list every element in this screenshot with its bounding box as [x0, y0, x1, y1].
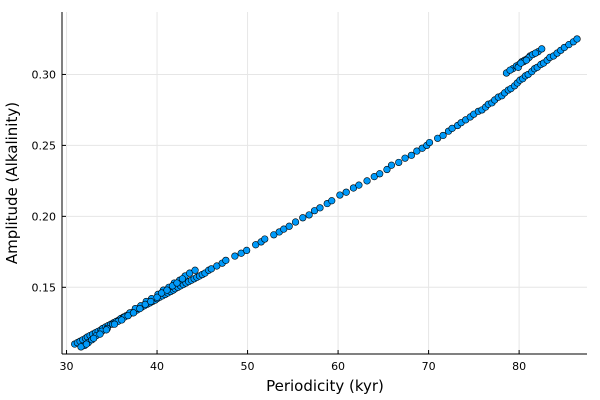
data-point [506, 66, 514, 74]
data-point [82, 340, 91, 348]
data-point [401, 154, 409, 162]
data-point [425, 138, 434, 147]
points [71, 35, 581, 351]
x-tick-label: 60 [331, 360, 345, 373]
data-point [118, 316, 126, 324]
data-point [439, 131, 447, 140]
x-axis-title: Periodicity (kyr) [266, 377, 384, 395]
data-point [342, 188, 350, 196]
data-point [231, 252, 239, 260]
y-axis-title: Amplitude (Alkalinity) [3, 102, 21, 264]
data-point [173, 279, 181, 287]
y-tick-label: 0.25 [32, 139, 57, 152]
data-point [222, 256, 230, 264]
data-point [261, 235, 269, 243]
data-point [90, 334, 98, 342]
data-point [96, 330, 104, 338]
data-point [355, 181, 363, 189]
data-point [102, 326, 110, 334]
data-point [305, 211, 313, 219]
axes [61, 12, 587, 355]
data-point [291, 218, 300, 226]
data-point [328, 197, 336, 205]
data-point [163, 286, 171, 294]
data-point [153, 293, 161, 301]
x-tick-label: 50 [241, 360, 255, 373]
data-point [407, 151, 415, 159]
y-tick-label: 0.30 [32, 68, 57, 81]
data-point [363, 177, 371, 185]
x-tick-label: 30 [60, 360, 74, 373]
data-point [191, 266, 199, 274]
data-point [129, 309, 138, 317]
data-point [573, 35, 581, 43]
data-point [316, 204, 324, 212]
data-point [395, 158, 403, 167]
data-point [299, 214, 307, 222]
x-tick-label: 80 [512, 360, 526, 373]
data-point [538, 45, 546, 53]
data-point [136, 304, 144, 313]
y-tick-label: 0.20 [32, 210, 57, 223]
data-point [178, 275, 186, 283]
data-point [376, 170, 384, 178]
data-point [285, 222, 293, 230]
data-point [531, 49, 540, 57]
y-tick-label: 0.15 [32, 281, 57, 294]
data-point [522, 56, 530, 64]
data-point [110, 320, 119, 328]
data-point [243, 246, 251, 255]
data-point [383, 165, 391, 174]
data-point [387, 161, 396, 169]
x-tick-label: 70 [422, 360, 436, 373]
x-tick-label: 40 [150, 360, 164, 373]
data-point [336, 191, 344, 199]
data-point [147, 297, 155, 306]
tick-labels: 30 40 50 60 70 80 0.15 0.20 0.25 0.30 [32, 68, 527, 373]
